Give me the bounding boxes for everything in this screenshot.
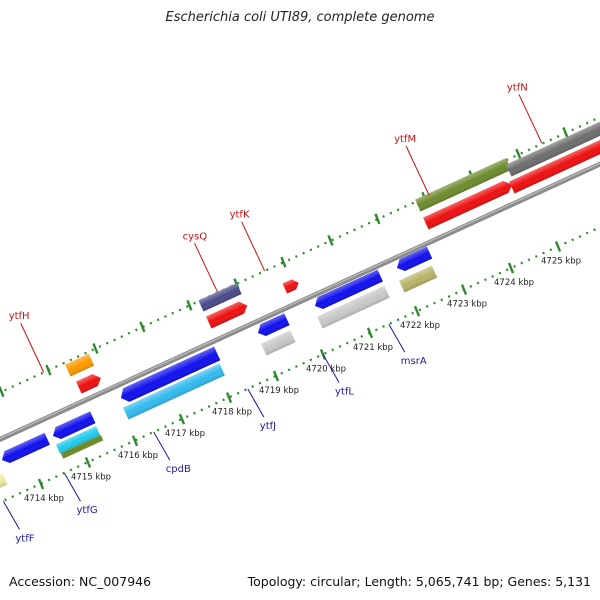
feature-cysQ-red[interactable] — [206, 299, 250, 329]
outer-major-tick — [139, 321, 146, 333]
gene-label-ytfK[interactable]: ytfK — [230, 210, 266, 271]
gene-name: ytfM — [394, 134, 416, 145]
scale-label-4723: 4723 kbp — [447, 300, 487, 310]
gene-name: ytfJ — [260, 421, 276, 432]
genome-backbone — [0, 161, 600, 443]
feature-msrA-blue[interactable] — [394, 246, 433, 274]
scale-label-4717: 4717 kbp — [165, 429, 205, 439]
inner-major-tick — [178, 413, 186, 425]
inner-major-tick — [366, 327, 374, 339]
inner-major-tick — [413, 305, 421, 317]
inner-major-tick — [554, 240, 562, 252]
gene-name: ytfN — [507, 82, 528, 93]
gene-name: ytfK — [230, 210, 250, 221]
scale-label-4724: 4724 kbp — [494, 278, 534, 288]
gene-name: ytfF — [15, 533, 34, 544]
feature-ytfH-orange[interactable] — [65, 353, 95, 377]
feature-ytfN-red[interactable] — [509, 135, 600, 194]
map-title: Escherichia coli UTI89, complete genome — [165, 10, 435, 25]
gene-leader-line — [194, 243, 219, 293]
gene-label-cpdB[interactable]: cpdB — [153, 431, 191, 475]
gene-label-ytfM[interactable]: ytfM — [394, 134, 430, 196]
inner-tick-row — [0, 225, 600, 504]
gene-label-msrA[interactable]: msrA — [388, 323, 427, 367]
gene-leader-line — [518, 94, 543, 144]
outer-major-tick — [45, 364, 52, 376]
gene-name: ytfG — [77, 505, 98, 516]
feature-ytfM-olive[interactable] — [415, 158, 512, 212]
gene-name: cpdB — [166, 464, 191, 475]
feature-ytfG-blue[interactable] — [50, 411, 96, 441]
feature-ytfH-red[interactable] — [76, 372, 103, 394]
gene-name: msrA — [401, 356, 427, 367]
gene-name: ytfH — [9, 311, 30, 322]
gene-label-ytfG[interactable]: ytfG — [64, 472, 98, 516]
scale-label-4719: 4719 kbp — [259, 386, 299, 396]
scale-label-4725: 4725 kbp — [541, 256, 581, 266]
feature-ytfG-cyan[interactable] — [55, 426, 101, 454]
accession-label: Accession: NC_007946 — [9, 574, 152, 589]
feature-ytfL-blue[interactable] — [312, 269, 383, 312]
feature-ytfF-yellow[interactable] — [0, 473, 8, 490]
gene-leader-line — [247, 388, 265, 418]
gene-name: ytfL — [335, 386, 354, 397]
gene-label-ytfN[interactable]: ytfN — [507, 82, 543, 144]
gene-leader-line — [388, 323, 406, 353]
gene-label-cysQ[interactable]: cysQ — [183, 231, 219, 293]
outer-major-tick — [327, 235, 334, 246]
outer-tick-row — [0, 115, 600, 394]
inner-major-tick — [460, 284, 468, 296]
feature-msrA-khaki[interactable] — [399, 265, 438, 293]
feature-cpdB-sky[interactable] — [123, 363, 225, 420]
feature-ytfM-red[interactable] — [423, 178, 515, 230]
scale-label-4721: 4721 kbp — [353, 343, 393, 353]
inner-major-tick — [84, 456, 92, 468]
scale-label-4722: 4722 kbp — [400, 321, 440, 331]
scale-label-4714: 4714 kbp — [24, 494, 64, 504]
outer-major-tick — [374, 213, 381, 225]
gene-leader-line — [20, 323, 45, 373]
inner-major-tick — [272, 370, 280, 382]
gene-label-ytfJ[interactable]: ytfJ — [247, 388, 276, 432]
feature-ytfK-red[interactable] — [282, 277, 301, 294]
feature-ytfJ-lightgray[interactable] — [261, 330, 296, 356]
gene-leader-line — [64, 472, 81, 502]
scale-label-4716: 4716 kbp — [118, 451, 158, 461]
outer-major-tick — [92, 343, 99, 354]
gene-leader-line — [2, 501, 20, 530]
gene-name: cysQ — [183, 231, 208, 242]
genome-backbone-highlight — [0, 162, 600, 440]
gene-labels: ytfH cysQ ytfK ytfM ytfN ytfF ytfG cpdB ytfJ ytfL… — [2, 82, 543, 544]
gene-label-ytfL[interactable]: ytfL — [322, 354, 354, 397]
gene-leader-line — [153, 431, 171, 461]
feature-ytfN-darkgray[interactable] — [506, 118, 600, 177]
gene-leader-line — [322, 354, 340, 383]
inner-major-tick — [507, 262, 515, 274]
feature-blocks — [0, 118, 600, 490]
feature-ytfL-lightgray[interactable] — [317, 285, 390, 329]
genome-info-label: Topology: circular; Length: 5,065,741 bp… — [247, 574, 591, 589]
scale-label-4715: 4715 kbp — [71, 472, 111, 482]
gene-label-ytfH[interactable]: ytfH — [9, 311, 45, 373]
scale-label-4720: 4720 kbp — [306, 364, 346, 374]
gene-label-ytfF[interactable]: ytfF — [2, 501, 35, 544]
feature-cpdB-blue[interactable] — [118, 346, 221, 405]
inner-major-tick — [131, 435, 139, 447]
scale-labels: 4714 kbp 4715 kbp 4716 kbp 4717 kbp 4718 kbp… — [24, 256, 581, 504]
gene-leader-line — [405, 145, 430, 196]
inner-major-tick — [225, 392, 233, 404]
inner-major-tick — [37, 478, 45, 490]
outer-major-tick — [0, 386, 5, 398]
outer-major-tick — [280, 256, 287, 268]
feature-ytfG-olive[interactable] — [60, 434, 104, 459]
feature-ytfF-blue[interactable] — [0, 432, 50, 466]
outer-major-tick — [562, 127, 569, 138]
outer-major-tick — [186, 299, 193, 311]
outer-major-tick — [515, 148, 522, 160]
feature-ytfJ-blue[interactable] — [255, 313, 290, 338]
gene-leader-line — [241, 221, 266, 271]
scale-label-4718: 4718 kbp — [212, 408, 252, 418]
feature-cysQ-purple[interactable] — [198, 283, 242, 312]
